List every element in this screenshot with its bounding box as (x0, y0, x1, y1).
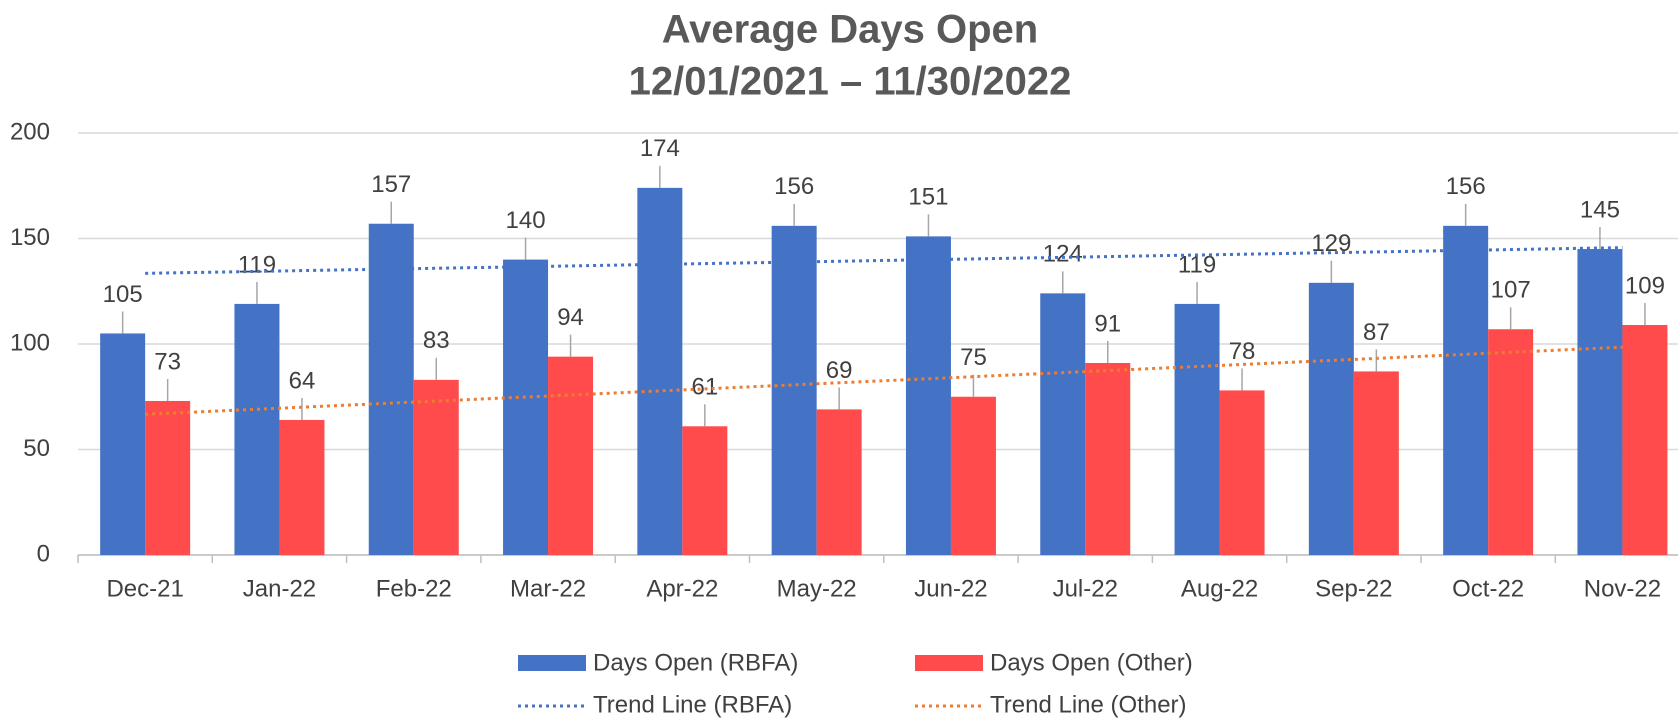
x-tick-label: Apr-22 (646, 575, 718, 602)
bar (279, 419, 325, 555)
bar (548, 356, 594, 555)
data-label: 64 (289, 367, 316, 394)
bar (413, 379, 459, 555)
x-tick-label: Jan-22 (243, 575, 316, 602)
bar (1443, 225, 1489, 555)
x-tick-label: May-22 (777, 575, 857, 602)
data-label: 140 (506, 207, 546, 234)
bar (234, 303, 280, 555)
data-label: 107 (1491, 277, 1531, 304)
bar (1174, 303, 1220, 555)
x-tick-label: Mar-22 (510, 575, 586, 602)
x-tick-label: Nov-22 (1584, 575, 1661, 602)
data-label: 151 (908, 184, 948, 211)
bar (1353, 371, 1399, 555)
x-tick-label: Jun-22 (914, 575, 987, 602)
bar (145, 400, 191, 555)
data-label: 145 (1580, 196, 1620, 223)
bar (816, 409, 862, 555)
bar (503, 259, 549, 555)
legend-label: Days Open (Other) (990, 649, 1193, 676)
data-label: 124 (1043, 241, 1083, 268)
data-label: 109 (1625, 272, 1665, 299)
x-tick-label: Feb-22 (376, 575, 452, 602)
legend-swatch (915, 655, 983, 671)
y-tick-label: 50 (23, 435, 50, 462)
bar (368, 223, 414, 556)
data-label: 129 (1311, 230, 1351, 257)
x-tick-label: Sep-22 (1315, 575, 1392, 602)
bar (1577, 249, 1623, 556)
data-label: 119 (238, 251, 276, 278)
y-tick-label: 200 (10, 118, 50, 145)
data-label: 174 (640, 135, 680, 162)
bar (100, 333, 146, 555)
data-label: 94 (557, 304, 584, 331)
trend-line (145, 345, 1623, 416)
chart-subtitle: 12/01/2021 – 11/30/2022 (629, 60, 1072, 104)
bar (1308, 282, 1354, 555)
data-label: 87 (1363, 319, 1390, 346)
bar (1040, 293, 1086, 555)
bar (771, 225, 817, 555)
data-label: 156 (1446, 173, 1486, 200)
data-label: 73 (154, 348, 181, 375)
legend-label: Trend Line (RBFA) (593, 691, 792, 718)
x-tick-label: Dec-21 (106, 575, 183, 602)
bar (637, 187, 683, 556)
legend-swatch (518, 655, 586, 671)
trend-line (145, 246, 1623, 275)
bar (1219, 390, 1265, 555)
bar (950, 396, 996, 555)
data-label: 69 (826, 357, 853, 384)
bar (1488, 329, 1534, 555)
data-label: 78 (1229, 338, 1256, 365)
legend-label: Days Open (RBFA) (593, 649, 798, 676)
y-tick-label: 100 (10, 329, 50, 356)
data-label: 105 (103, 281, 143, 308)
chart-title: Average Days Open (662, 8, 1038, 52)
bar (905, 236, 951, 555)
data-label: 91 (1094, 310, 1121, 337)
bar (1622, 325, 1668, 555)
data-label: 75 (960, 344, 987, 371)
y-tick-label: 150 (10, 224, 50, 251)
x-tick-label: Jul-22 (1053, 575, 1118, 602)
legend-label: Trend Line (Other) (990, 691, 1187, 718)
x-tick-label: Aug-22 (1181, 575, 1258, 602)
y-tick-label: 0 (37, 540, 50, 567)
data-label: 157 (371, 171, 411, 198)
data-label: 83 (423, 327, 450, 354)
data-label: 156 (774, 173, 814, 200)
bar (1085, 362, 1131, 555)
x-tick-label: Oct-22 (1452, 575, 1524, 602)
bar (682, 426, 728, 555)
